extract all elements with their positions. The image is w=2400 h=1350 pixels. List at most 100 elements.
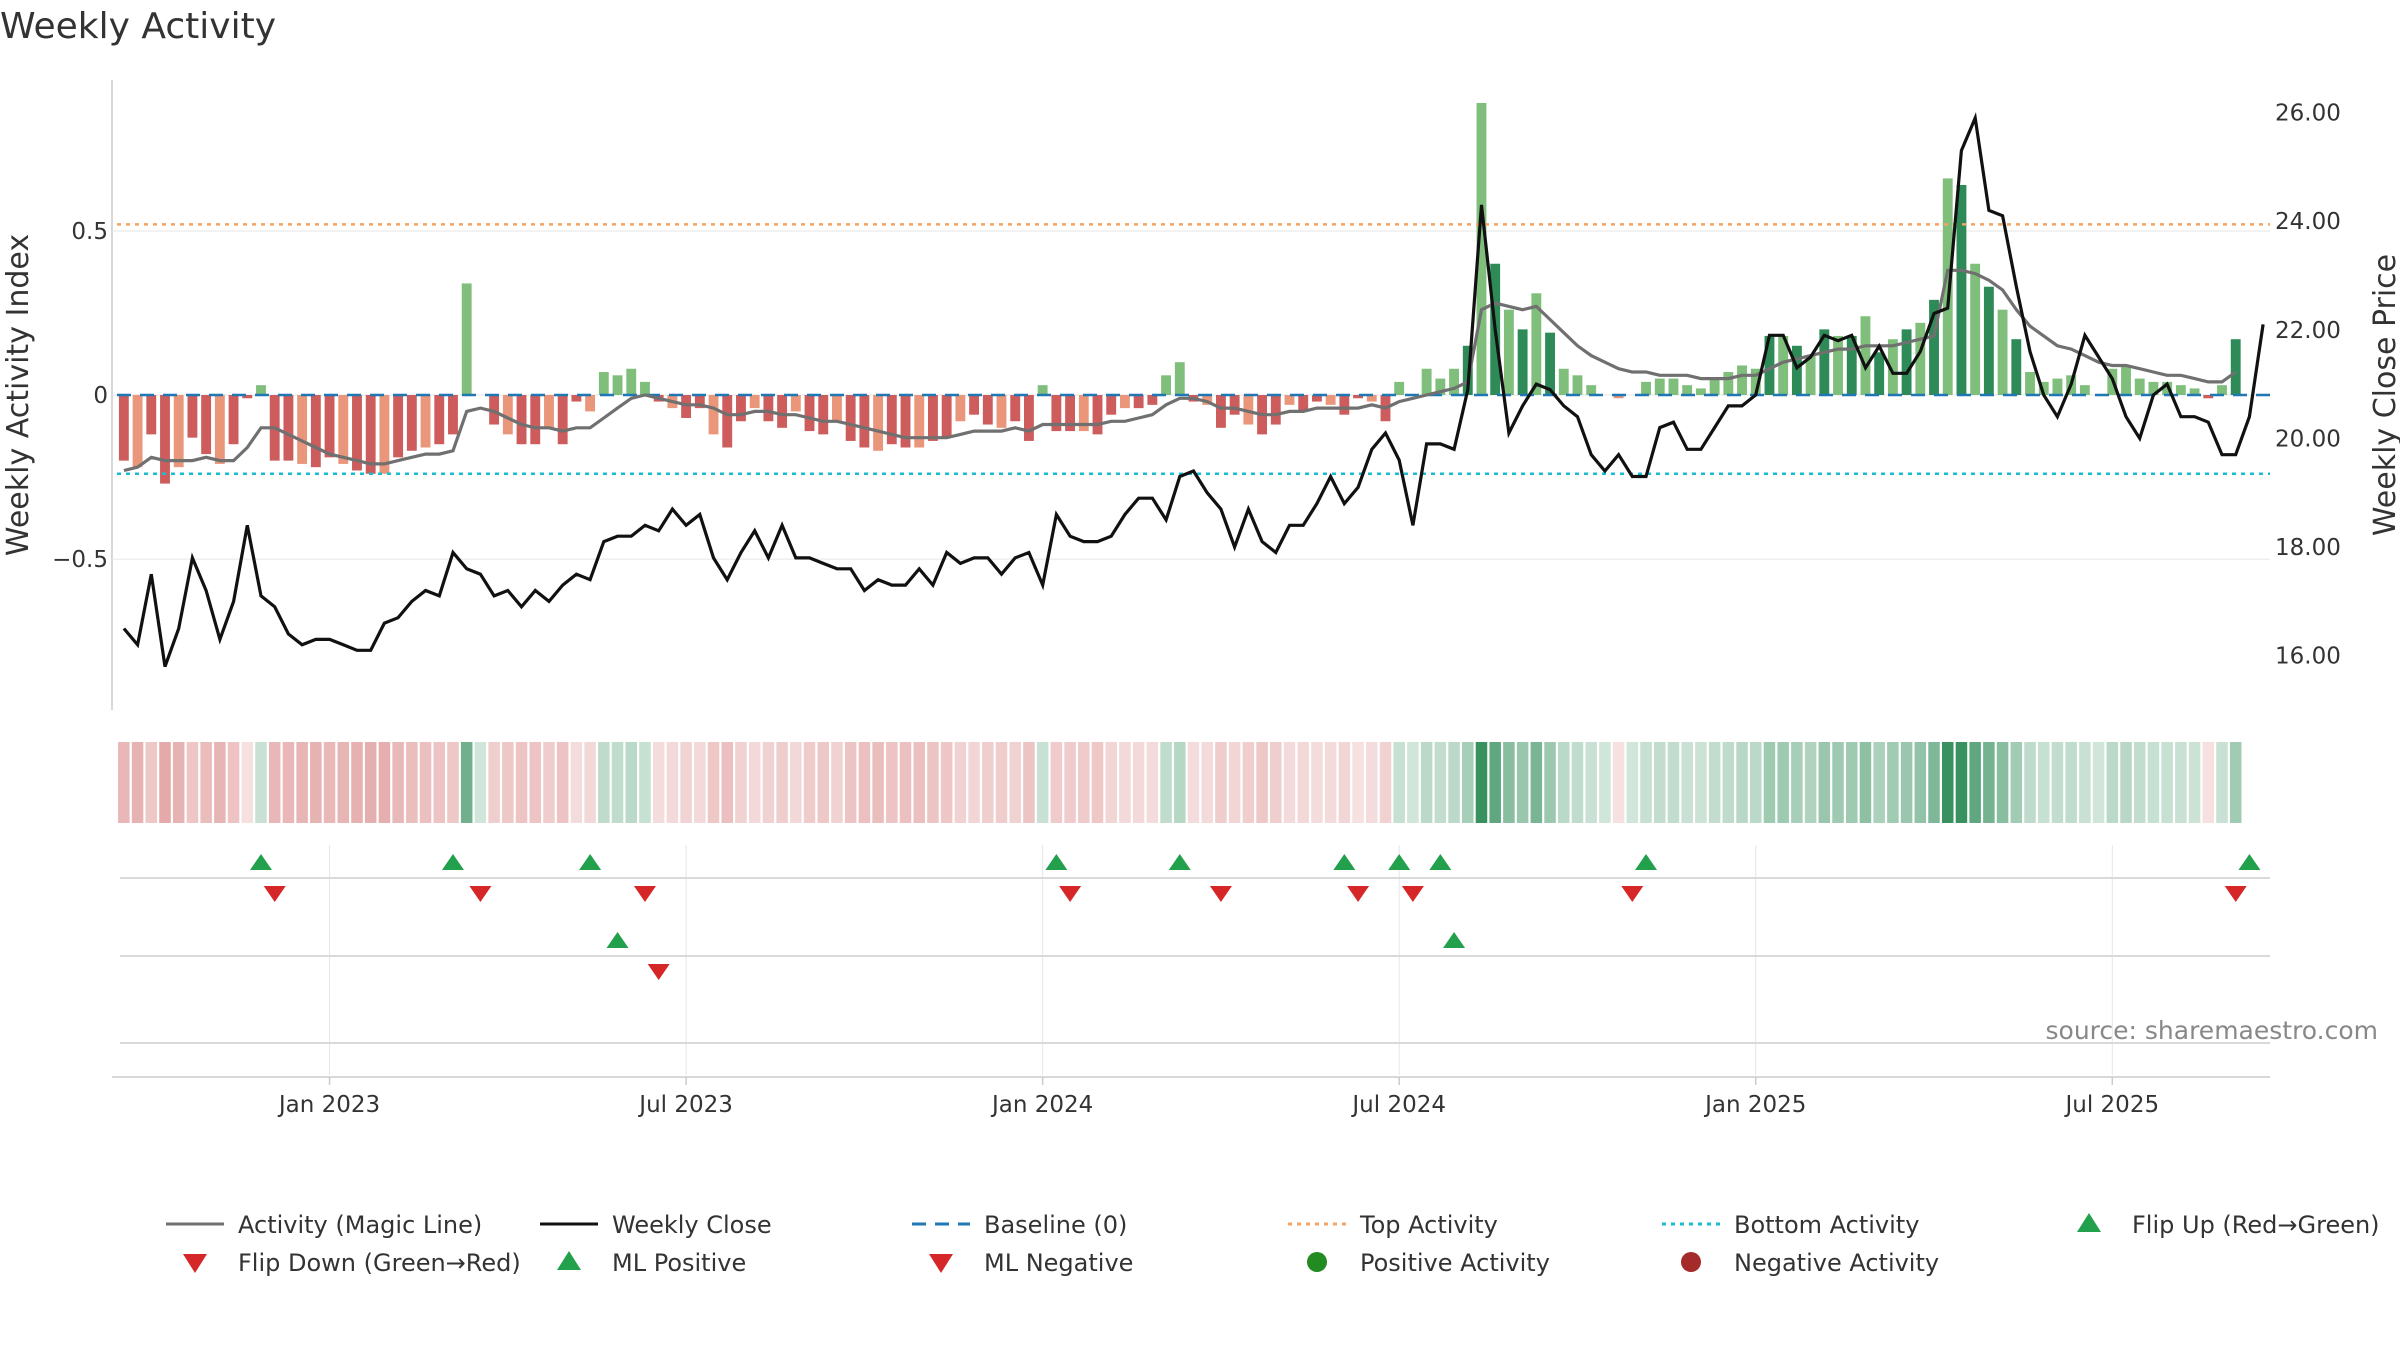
flip-up-marker: [441, 854, 464, 870]
activity-bar: [448, 395, 458, 435]
flip-up-marker: [579, 854, 602, 870]
flip-up-marker: [1168, 854, 1191, 870]
activity-bar: [1942, 178, 1953, 395]
heat-strip-cell: [214, 742, 226, 823]
activity-bar: [187, 395, 198, 438]
activity-bar: [2230, 339, 2241, 395]
activity-bar: [1668, 378, 1679, 395]
flip-up-marker: [1429, 854, 1452, 870]
heat-strip-cell: [982, 742, 994, 823]
legend-item: Positive Activity: [1307, 1249, 1550, 1277]
activity-bar: [2217, 385, 2227, 395]
heat-strip-cell: [968, 742, 980, 823]
flip-up-marker: [249, 854, 272, 870]
heat-strip-cell: [1955, 742, 1968, 823]
activity-bar: [1929, 299, 1939, 395]
heat-strip-cell: [940, 742, 953, 823]
heat-strip-cell: [1736, 742, 1748, 823]
activity-bar: [1119, 395, 1130, 409]
heat-strip-cell: [145, 742, 158, 823]
heat-strip-cell: [639, 742, 651, 823]
heat-strip-cell: [1585, 742, 1597, 823]
heat-strip-cell: [1653, 742, 1666, 823]
heat-strip-cell: [1763, 742, 1776, 823]
flip-down-marker: [1621, 886, 1644, 902]
legend-item: Baseline (0): [912, 1211, 1127, 1239]
activity-bar: [173, 395, 184, 468]
activity-bar: [1037, 385, 1048, 395]
activity-bar: [1874, 352, 1885, 395]
flip-down-marker: [469, 886, 492, 902]
heat-strip-cell: [570, 742, 583, 823]
flip-down-marker: [263, 886, 286, 902]
heat-strip-cell: [1900, 742, 1913, 823]
activity-bar: [242, 395, 253, 399]
heat-strip-cell: [419, 742, 432, 823]
activity-bar: [1737, 365, 1747, 395]
heat-strip-cell: [1297, 742, 1309, 823]
ml-negative-marker: [647, 964, 670, 980]
legend-label: ML Negative: [984, 1249, 1133, 1277]
heat-strip-cell: [1722, 742, 1735, 823]
activity-bar: [1147, 395, 1158, 405]
heat-strip-cell: [118, 742, 130, 823]
flip-up-marker: [1045, 854, 1068, 870]
x-tick-label: Jan 2024: [990, 1092, 1093, 1118]
heat-strip-cell: [748, 742, 761, 823]
right-tick-label: 24.00: [2275, 209, 2341, 235]
heat-strip-cell: [2120, 742, 2132, 823]
heat-strip-cell: [1695, 742, 1707, 823]
activity-bar: [941, 395, 952, 438]
right-axis-label: Weekly Close Price: [2368, 254, 2400, 536]
activity-bar: [1435, 378, 1446, 395]
ml-positive-marker: [606, 932, 629, 948]
heat-strip-cell: [1201, 742, 1213, 823]
heat-strip-cell: [1516, 742, 1529, 823]
legend-swatch: [557, 1251, 581, 1270]
activity-bar: [297, 395, 308, 464]
left-axis-label: Weekly Activity Index: [1, 234, 36, 556]
activity-bar: [1915, 322, 1926, 395]
heat-strip-cell: [1283, 742, 1296, 823]
heat-strip-cell: [2024, 742, 2036, 823]
heat-strip-cell: [1475, 742, 1488, 823]
activity-bar: [1586, 385, 1597, 395]
activity-bar: [1517, 329, 1528, 395]
heat-strip-cell: [1270, 742, 1282, 823]
legend-item: Flip Up (Red→Green): [2077, 1211, 2380, 1239]
heat-strip-cell: [186, 742, 199, 823]
activity-bar: [2134, 378, 2145, 395]
heat-strip-cell: [954, 742, 967, 823]
heat-strip-cell: [1324, 742, 1337, 823]
activity-bar: [530, 395, 541, 445]
activity-bar: [1174, 362, 1185, 395]
heat-strip-cell: [1887, 742, 1899, 823]
heat-strip-cell: [1818, 742, 1831, 823]
legend-item: Negative Activity: [1681, 1249, 1939, 1277]
heat-strip-cell: [1352, 742, 1364, 823]
heat-strip-cell: [1448, 742, 1460, 823]
activity-bar: [1339, 395, 1350, 415]
activity-bar: [1819, 329, 1830, 395]
legend: Activity (Magic Line) Weekly Close Baselin…: [166, 1211, 2380, 1277]
legend-label: Top Activity: [1359, 1211, 1498, 1239]
activity-bar: [982, 395, 993, 425]
activity-bar: [201, 395, 212, 455]
heat-strip-cell: [1544, 742, 1556, 823]
activity-bar: [1421, 368, 1432, 395]
activity-bar: [310, 395, 321, 468]
heat-strip-cell: [680, 742, 692, 823]
heat-strip-cell: [1667, 742, 1680, 823]
activity-bar: [928, 395, 938, 441]
left-tick-label: 0.5: [71, 219, 108, 245]
legend-item: Activity (Magic Line): [166, 1211, 482, 1239]
legend-item: Bottom Activity: [1662, 1211, 1919, 1239]
heat-strip-cell: [899, 742, 912, 823]
activity-bar: [1024, 395, 1034, 441]
activity-bar: [681, 395, 692, 418]
heat-strip-cell: [1791, 742, 1803, 823]
heat-strip-cell: [200, 742, 212, 823]
heat-strip-cell: [131, 742, 144, 823]
heat-strip-cell: [1187, 742, 1200, 823]
heat-strip-cell: [2161, 742, 2173, 823]
